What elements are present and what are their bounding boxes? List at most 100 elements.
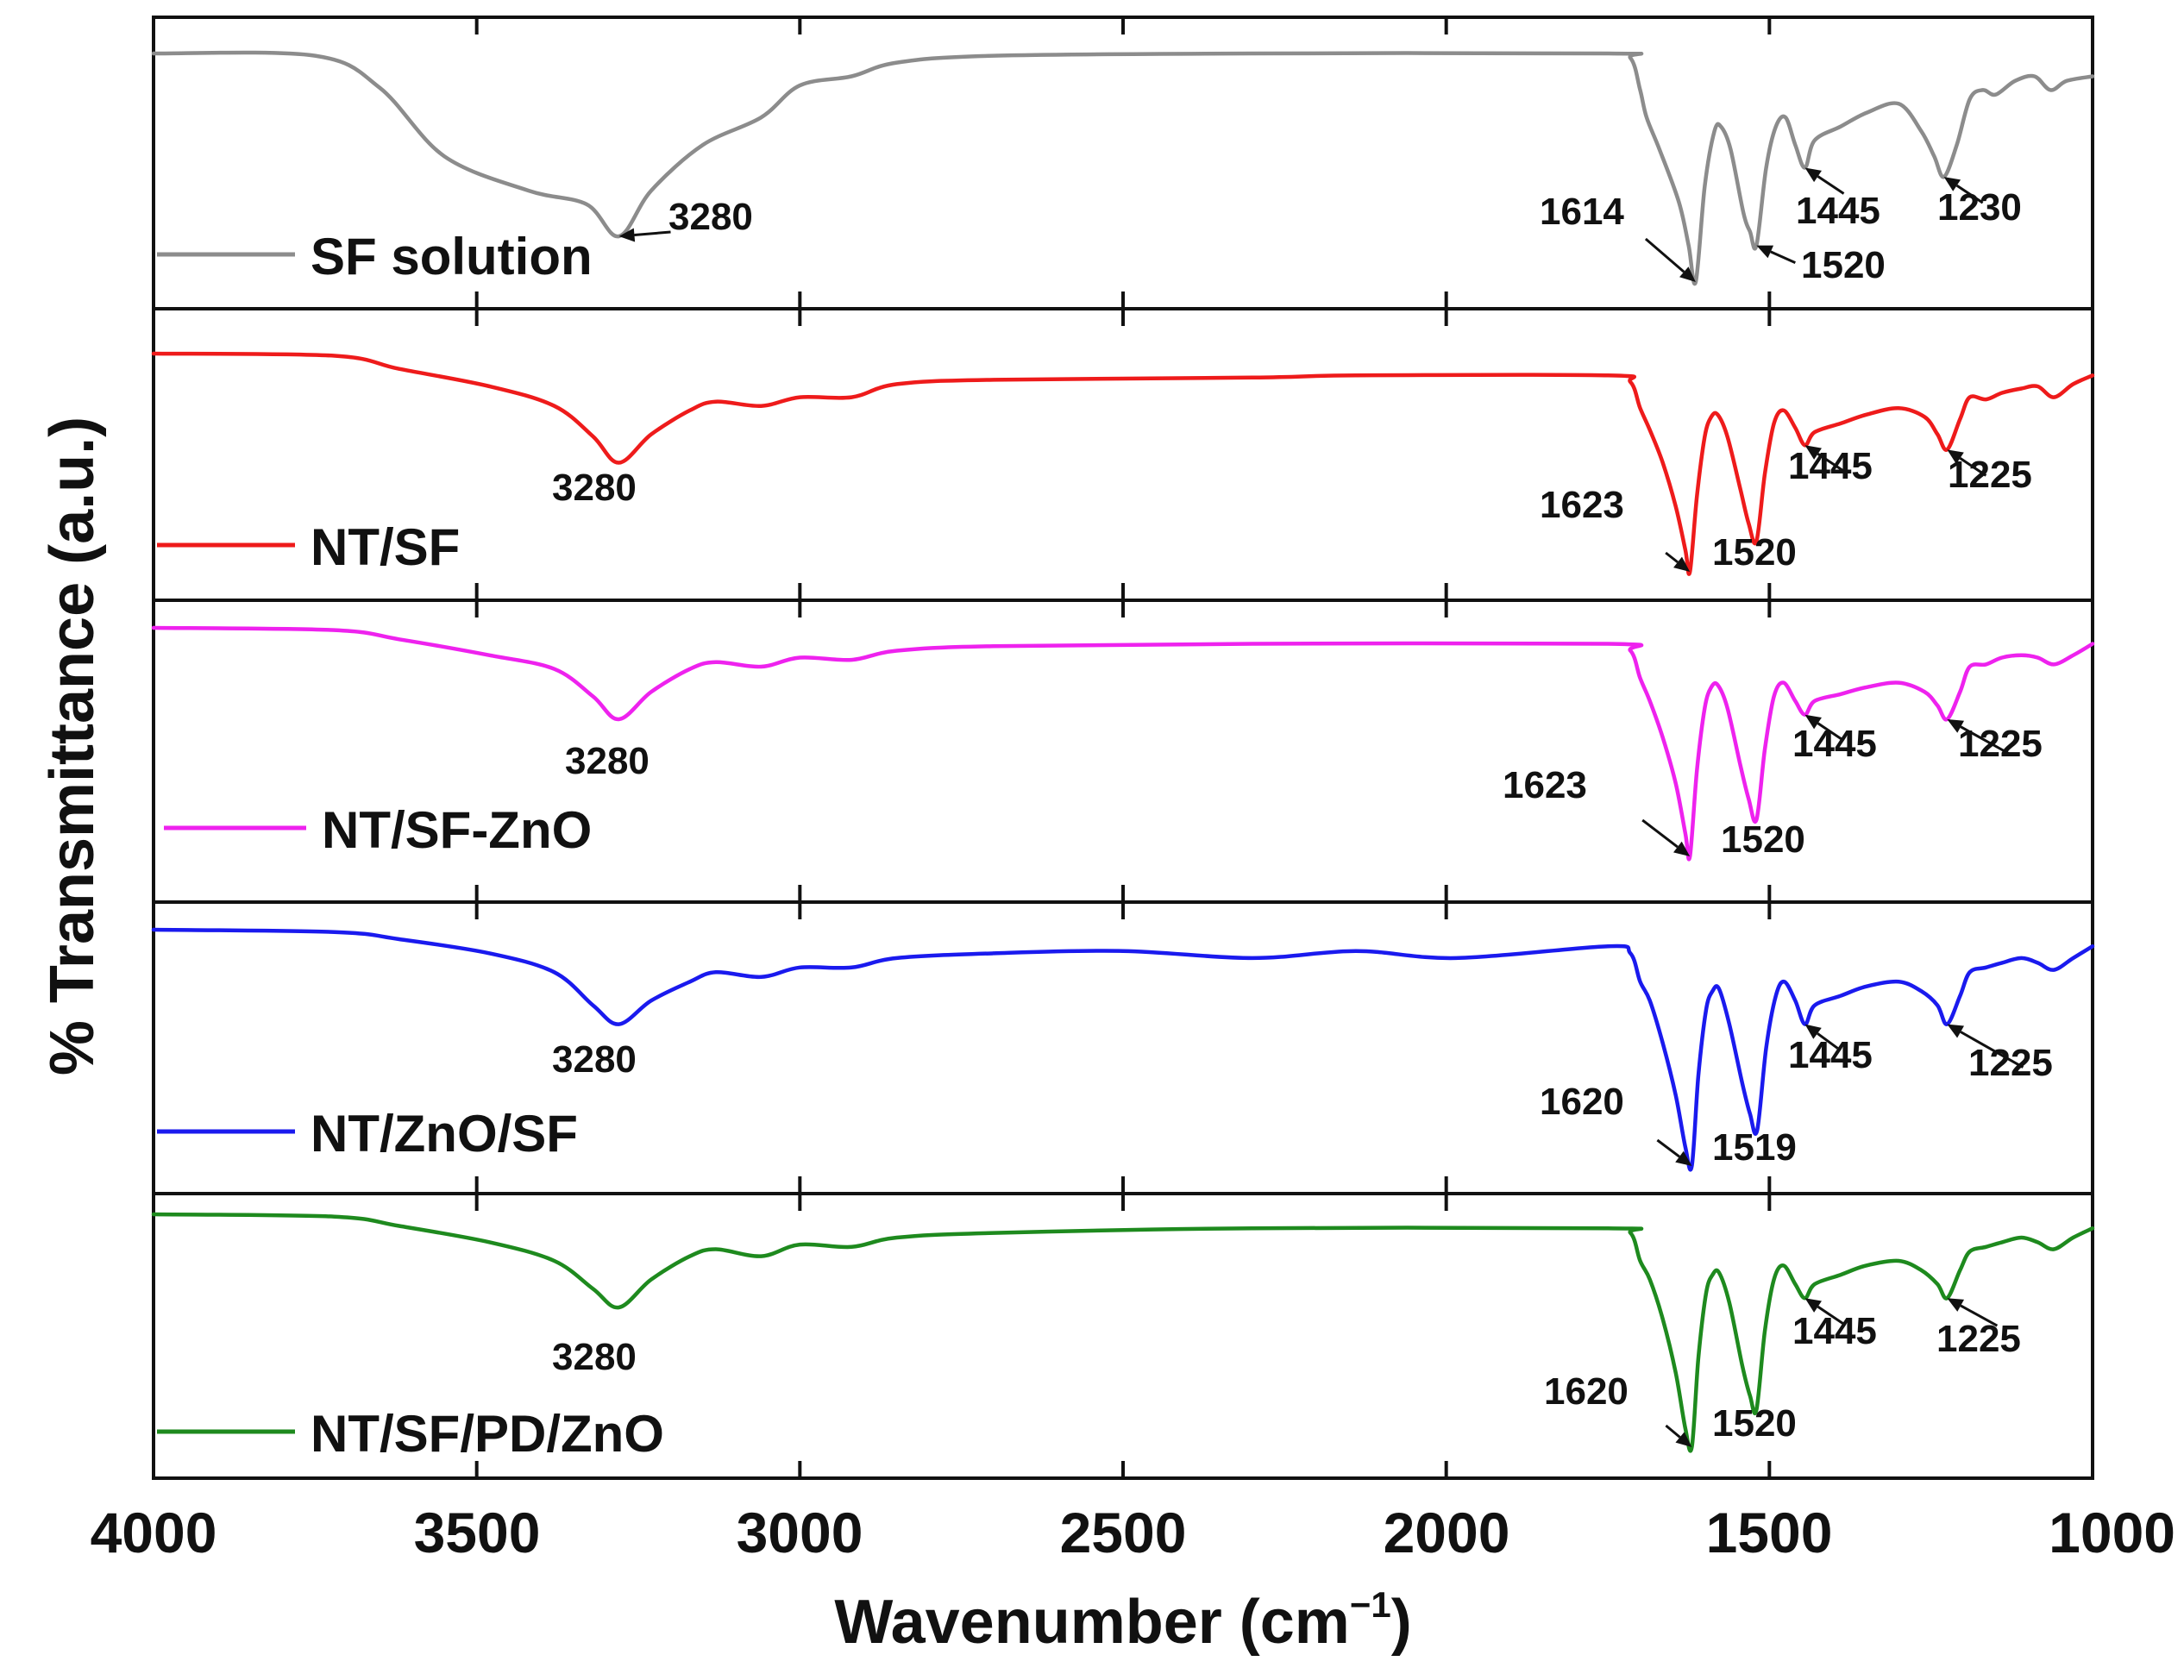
- peak-arrow-nt-sf-pd-zno-1620: [1665, 1424, 1692, 1447]
- peak-arrow-head: [1673, 556, 1691, 572]
- peak-label-nt-sf-zno-1445: 1445: [1792, 723, 1877, 765]
- peak-label-nt-sf-1445: 1445: [1788, 445, 1873, 487]
- peak-arrow-sf-solution-1230: [1943, 177, 1984, 204]
- peak-arrow-shaft: [1770, 250, 1796, 264]
- peak-arrow-head: [1804, 445, 1822, 460]
- x-tick-label-4000: 4000: [91, 1501, 217, 1564]
- peak-arrow-nt-sf-zno-1225: [1947, 719, 2011, 755]
- peak-label-nt-sf-pd-zno-1620: 1620: [1544, 1370, 1629, 1413]
- peak-arrow-sf-solution-3280: [618, 228, 671, 242]
- peak-arrow-head: [1947, 1024, 1965, 1038]
- peak-arrow-head: [1804, 1024, 1822, 1039]
- peak-arrow-nt-zno-sf-1445: [1804, 1024, 1839, 1050]
- peak-label-sf-solution-3280: 3280: [668, 196, 753, 238]
- peak-arrow-head: [1673, 841, 1691, 856]
- x-tick-label-3500: 3500: [414, 1501, 541, 1564]
- x-tick-label-2500: 2500: [1060, 1501, 1187, 1564]
- peak-label-nt-sf-zno-1225: 1225: [1958, 723, 2043, 765]
- peak-label-sf-solution-1230: 1230: [1937, 186, 2022, 229]
- peak-arrow-head: [1679, 266, 1696, 282]
- peak-arrow-head: [1947, 719, 1965, 733]
- peak-label-nt-sf-zno-1520: 1520: [1721, 818, 1805, 861]
- legends: SF solution NT/SF NT/SF-ZnO NT/ZnO/SF NT…: [157, 228, 664, 1463]
- x-axis-title-unit-exponent: −1: [1350, 1584, 1391, 1625]
- peak-arrow-nt-zno-sf-1620: [1656, 1138, 1692, 1166]
- x-tick-label-2000: 2000: [1384, 1501, 1510, 1564]
- peak-arrow-shaft: [1817, 1305, 1845, 1326]
- peak-arrow-shaft: [1960, 725, 2011, 755]
- legend-label-sf-solution: SF solution: [311, 228, 593, 285]
- x-tick-marks: [152, 17, 2094, 1478]
- peak-arrow-shaft: [1817, 722, 1845, 742]
- series-line-nt-sf-pd-zno: [151, 1212, 2095, 1453]
- legend-label-nt-sf-pd-zno: NT/SF/PD/ZnO: [311, 1405, 664, 1463]
- peak-label-nt-sf-1520: 1520: [1712, 531, 1797, 574]
- peak-arrow-shaft: [1817, 175, 1845, 195]
- peak-label-nt-zno-sf-1445: 1445: [1788, 1034, 1873, 1076]
- peak-arrow-nt-zno-sf-1225: [1947, 1024, 2024, 1069]
- peak-arrow-head: [1675, 1432, 1692, 1447]
- x-axis-title: Wavenumber (cm−1): [834, 1584, 1411, 1657]
- peak-arrow-shaft: [1960, 1031, 2024, 1069]
- peak-arrow-nt-sf-zno-1445: [1804, 714, 1845, 742]
- peak-label-nt-sf-1623: 1623: [1540, 484, 1624, 526]
- peak-arrow-shaft: [1644, 237, 1685, 273]
- peak-arrow-head: [1947, 449, 1964, 464]
- peak-arrow-shaft: [634, 230, 671, 237]
- peak-label-nt-zno-sf-1620: 1620: [1540, 1081, 1624, 1123]
- peak-arrow-nt-sf-1445: [1804, 445, 1845, 473]
- peak-label-sf-solution-1445: 1445: [1796, 190, 1880, 232]
- peak-arrow-nt-sf-zno-1623: [1641, 818, 1691, 856]
- peak-arrow-head: [1947, 1298, 1965, 1312]
- peak-label-nt-sf-pd-zno-3280: 3280: [552, 1336, 637, 1378]
- peak-arrow-shaft: [1817, 452, 1845, 473]
- peak-arrow-nt-sf-1623: [1665, 551, 1691, 572]
- peak-arrow-shaft: [1665, 1424, 1681, 1439]
- x-tick-label-3000: 3000: [737, 1501, 863, 1564]
- peak-arrow-shaft: [1960, 1304, 1999, 1327]
- peak-arrow-head: [1804, 1298, 1822, 1313]
- peak-arrow-nt-sf-pd-zno-1445: [1804, 1298, 1845, 1326]
- peak-arrow-head: [1804, 714, 1822, 730]
- x-tick-label-1500: 1500: [1706, 1501, 1833, 1564]
- x-axis-title-close: ): [1391, 1588, 1412, 1657]
- peak-arrow-head: [1756, 245, 1774, 259]
- peak-arrow-head: [1804, 167, 1822, 183]
- peak-label-nt-zno-sf-3280: 3280: [552, 1038, 637, 1081]
- peak-arrow-sf-solution-1520: [1756, 245, 1796, 264]
- peak-label-nt-sf-pd-zno-1520: 1520: [1712, 1402, 1797, 1445]
- peak-arrow-shaft: [1959, 457, 1987, 477]
- series-line-nt-sf-zno: [151, 625, 2095, 862]
- peak-labels: 3280 1614 1520 1445 1230 3280 1623 1520 …: [552, 186, 2053, 1445]
- x-tick-label-1000: 1000: [2049, 1501, 2175, 1564]
- peak-label-nt-zno-sf-1519: 1519: [1712, 1126, 1797, 1169]
- peak-arrow-sf-solution-1445: [1804, 167, 1845, 195]
- peak-label-nt-sf-1225: 1225: [1948, 454, 2032, 496]
- peak-label-nt-sf-pd-zno-1445: 1445: [1792, 1310, 1877, 1352]
- peak-arrow-shaft: [1955, 184, 1984, 204]
- peak-arrow-nt-sf-pd-zno-1225: [1947, 1298, 1999, 1327]
- peak-label-nt-sf-pd-zno-1225: 1225: [1936, 1318, 2021, 1360]
- peak-label-nt-zno-sf-1225: 1225: [1968, 1042, 2053, 1084]
- x-tick-labels: 4000 3500 3000 2500 2000 1500 1000: [91, 1501, 2175, 1564]
- peak-arrow-head: [1675, 1150, 1692, 1166]
- peak-arrow-shaft: [1665, 551, 1679, 564]
- y-axis-title: % Transmittance (a.u.): [38, 417, 107, 1075]
- peak-arrow-shaft: [1817, 1032, 1839, 1050]
- peak-arrow-head: [618, 228, 636, 242]
- legend-label-nt-zno-sf: NT/ZnO/SF: [311, 1105, 578, 1163]
- peak-arrow-head: [1943, 177, 1961, 191]
- legend-label-nt-sf: NT/SF: [311, 518, 460, 576]
- peak-arrow-shaft: [1656, 1138, 1680, 1158]
- peak-arrow-shaft: [1641, 818, 1679, 849]
- series-line-nt-sf: [151, 351, 2095, 576]
- legend-label-nt-sf-zno: NT/SF-ZnO: [322, 801, 592, 859]
- series-line-nt-zno-sf: [151, 927, 2095, 1172]
- peak-label-nt-sf-zno-1623: 1623: [1503, 764, 1587, 806]
- peak-label-nt-sf-zno-3280: 3280: [565, 740, 650, 782]
- spectra-curves: [151, 50, 2095, 1453]
- peak-arrows: [618, 167, 2024, 1447]
- x-axis-title-main: Wavenumber (cm: [834, 1588, 1349, 1657]
- peak-arrow-nt-sf-1225: [1947, 449, 1987, 477]
